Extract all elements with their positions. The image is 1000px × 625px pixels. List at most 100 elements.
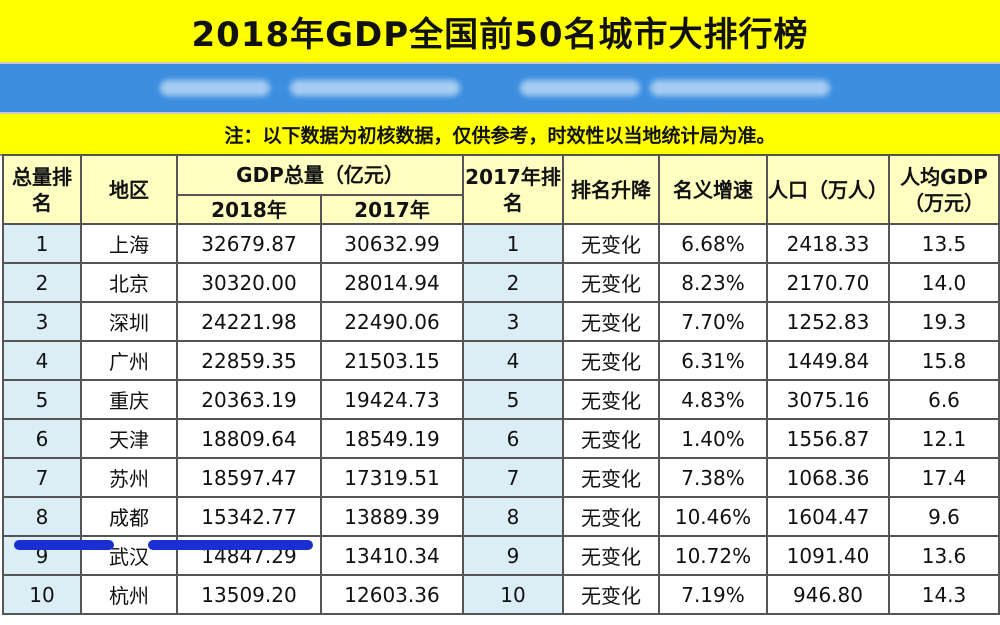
cell-rank-change: 无变化 xyxy=(562,340,660,381)
cell-gdp-2017: 28014.94 xyxy=(320,262,464,303)
cell-rank-2017: 6 xyxy=(462,418,564,459)
table-row: 3 深圳 24221.98 22490.06 3 无变化 7.70% 1252.83 19.3 xyxy=(2,301,1000,342)
cell-per-capita: 14.0 xyxy=(888,262,1000,303)
cell-per-capita: 17.4 xyxy=(888,457,1000,498)
cell-gdp-2018: 18809.64 xyxy=(176,418,322,459)
cell-rank-2017: 7 xyxy=(462,457,564,498)
header-per-capita: 人均GDP（万元） xyxy=(888,154,1000,225)
page-title: 2018年GDP全国前50名城市大排行榜 xyxy=(191,14,809,55)
cell-rank-change: 无变化 xyxy=(562,457,660,498)
header-rank: 总量排名 xyxy=(2,154,82,225)
cell-population: 1449.84 xyxy=(766,340,890,381)
cell-rank-change: 无变化 xyxy=(562,301,660,342)
cell-population: 1091.40 xyxy=(766,535,890,576)
cell-growth: 10.72% xyxy=(658,535,768,576)
cell-growth: 10.46% xyxy=(658,496,768,537)
cell-region: 杭州 xyxy=(80,574,178,615)
cell-region: 深圳 xyxy=(80,301,178,342)
cell-growth: 4.83% xyxy=(658,379,768,420)
cell-rank-change: 无变化 xyxy=(562,535,660,576)
table-row: 7 苏州 18597.47 17319.51 7 无变化 7.38% 1068.36 17.4 xyxy=(2,457,1000,498)
cell-growth: 7.38% xyxy=(658,457,768,498)
cell-rank-change: 无变化 xyxy=(562,418,660,459)
cell-rank: 8 xyxy=(2,496,82,537)
table-row: 6 天津 18809.64 18549.19 6 无变化 1.40% 1556.87 12.1 xyxy=(2,418,1000,459)
table-row: 2 北京 30320.00 28014.94 2 无变化 8.23% 2170.70 14.0 xyxy=(2,262,1000,303)
cell-gdp-2017: 21503.15 xyxy=(320,340,464,381)
cell-gdp-2017: 13410.34 xyxy=(320,535,464,576)
cell-rank-2017: 1 xyxy=(462,223,564,264)
header-population: 人口（万人） xyxy=(766,154,890,225)
cell-per-capita: 6.6 xyxy=(888,379,1000,420)
title-banner: 2018年GDP全国前50名城市大排行榜 xyxy=(0,0,1000,64)
cell-rank: 3 xyxy=(2,301,82,342)
cell-gdp-2017: 19424.73 xyxy=(320,379,464,420)
cell-rank-2017: 8 xyxy=(462,496,564,537)
gdp-ranking-table: 总量排名 地区 GDP总量（亿元） 2017年排名 排名升降 名义增速 人口（万… xyxy=(2,154,1000,615)
redacted-banner xyxy=(0,64,1000,112)
cell-region: 天津 xyxy=(80,418,178,459)
cell-population: 2418.33 xyxy=(766,223,890,264)
cell-gdp-2018: 30320.00 xyxy=(176,262,322,303)
cell-rank: 6 xyxy=(2,418,82,459)
disclaimer-note: 注：以下数据为初核数据，仅供参考，时效性以当地统计局为准。 xyxy=(224,124,776,147)
cell-gdp-2017: 12603.36 xyxy=(320,574,464,615)
cell-growth: 6.68% xyxy=(658,223,768,264)
cell-rank-change: 无变化 xyxy=(562,496,660,537)
cell-rank-change: 无变化 xyxy=(562,223,660,264)
cell-per-capita: 12.1 xyxy=(888,418,1000,459)
cell-rank: 5 xyxy=(2,379,82,420)
cell-gdp-2017: 17319.51 xyxy=(320,457,464,498)
cell-gdp-2018: 32679.87 xyxy=(176,223,322,264)
table-row: 4 广州 22859.35 21503.15 4 无变化 6.31% 1449.84 15.8 xyxy=(2,340,1000,381)
cell-rank: 2 xyxy=(2,262,82,303)
cell-per-capita: 15.8 xyxy=(888,340,1000,381)
table-row: 8 成都 15342.77 13889.39 8 无变化 10.46% 1604.47 9.6 xyxy=(2,496,1000,537)
header-rank-change: 排名升降 xyxy=(562,154,660,225)
cell-gdp-2017: 22490.06 xyxy=(320,301,464,342)
cell-region: 北京 xyxy=(80,262,178,303)
cell-growth: 1.40% xyxy=(658,418,768,459)
cell-per-capita: 14.3 xyxy=(888,574,1000,615)
cell-rank-2017: 5 xyxy=(462,379,564,420)
redaction-blur xyxy=(650,80,830,96)
cell-gdp-2018: 20363.19 xyxy=(176,379,322,420)
cell-growth: 7.70% xyxy=(658,301,768,342)
cell-gdp-2017: 30632.99 xyxy=(320,223,464,264)
cell-rank: 4 xyxy=(2,340,82,381)
cell-per-capita: 13.5 xyxy=(888,223,1000,264)
header-gdp-2018: 2018年 xyxy=(176,194,322,225)
redaction-blur xyxy=(520,80,640,96)
header-region: 地区 xyxy=(80,154,178,225)
cell-population: 1252.83 xyxy=(766,301,890,342)
cell-rank-change: 无变化 xyxy=(562,262,660,303)
cell-gdp-2017: 13889.39 xyxy=(320,496,464,537)
cell-region: 苏州 xyxy=(80,457,178,498)
cell-rank-2017: 2 xyxy=(462,262,564,303)
cell-population: 1068.36 xyxy=(766,457,890,498)
cell-gdp-2018: 13509.20 xyxy=(176,574,322,615)
ink-mark xyxy=(14,540,114,550)
cell-per-capita: 19.3 xyxy=(888,301,1000,342)
header-gdp-total: GDP总量（亿元） xyxy=(176,154,464,196)
cell-per-capita: 13.6 xyxy=(888,535,1000,576)
table-row: 1 上海 32679.87 30632.99 1 无变化 6.68% 2418.33 13.5 xyxy=(2,223,1000,264)
cell-population: 1556.87 xyxy=(766,418,890,459)
cell-gdp-2018: 24221.98 xyxy=(176,301,322,342)
cell-population: 3075.16 xyxy=(766,379,890,420)
header-growth: 名义增速 xyxy=(658,154,768,225)
header-rank-2017: 2017年排名 xyxy=(462,154,564,225)
cell-gdp-2018: 15342.77 xyxy=(176,496,322,537)
cell-rank-change: 无变化 xyxy=(562,379,660,420)
cell-rank-2017: 9 xyxy=(462,535,564,576)
cell-gdp-2018: 22859.35 xyxy=(176,340,322,381)
cell-gdp-2018: 18597.47 xyxy=(176,457,322,498)
note-banner: 注：以下数据为初核数据，仅供参考，时效性以当地统计局为准。 xyxy=(0,112,1000,156)
cell-region: 上海 xyxy=(80,223,178,264)
cell-region: 成都 xyxy=(80,496,178,537)
cell-per-capita: 9.6 xyxy=(888,496,1000,537)
table-row: 5 重庆 20363.19 19424.73 5 无变化 4.83% 3075.16 6.6 xyxy=(2,379,1000,420)
cell-growth: 8.23% xyxy=(658,262,768,303)
table-row: 10 杭州 13509.20 12603.36 10 无变化 7.19% 946.80 14.3 xyxy=(2,574,1000,615)
